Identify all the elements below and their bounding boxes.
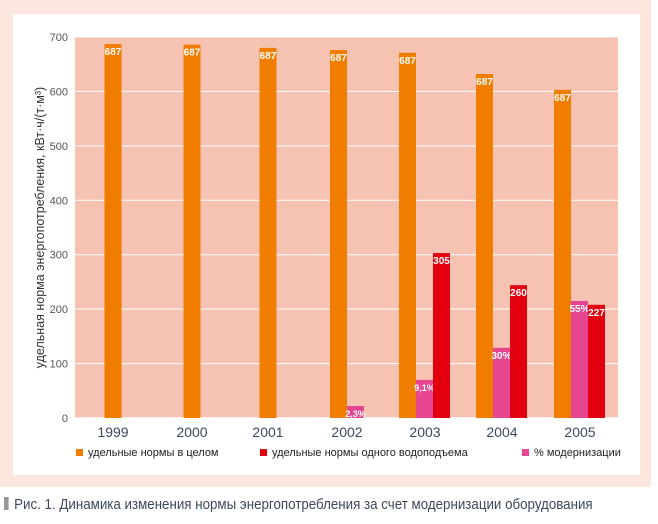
bar-total [476,74,493,419]
bar-chart: 0 100 200 300 400 500 600 700 удельная норма эне… [33,32,621,459]
data-label: 687 [399,56,416,67]
bar-total [399,52,416,418]
y-tick-label: 300 [50,250,68,262]
x-tick-label: 2001 [252,424,283,440]
bar-total [554,89,571,418]
y-tick-label: 500 [50,141,68,153]
data-label: 687 [105,47,122,58]
data-label: 2,3% [345,409,366,419]
bar-modern [347,406,364,418]
legend-swatch [260,449,267,456]
x-tick-label: 2004 [486,424,517,440]
x-tick-label: 2003 [409,424,440,440]
x-tick-label: 2000 [176,424,207,440]
x-tick-label: 2002 [331,424,362,440]
legend-swatch [76,449,83,456]
bar-modern [416,379,433,418]
y-axis-title: удельная норма энергопотребления, кВт·ч/… [33,87,47,368]
x-tick-label: 1999 [97,424,128,440]
bar-total [259,47,277,419]
caption-text: Рис. 1. Динамика изменения нормы энергоп… [14,497,593,513]
data-label: 687 [260,51,277,62]
data-label: 687 [476,77,493,88]
legend-swatch [522,449,529,456]
bar-total [104,44,122,418]
bar-single [588,304,605,418]
y-tick-label: 0 [62,413,68,425]
bar-total [183,44,201,419]
data-label: 687 [184,48,201,59]
data-label: 55% [569,304,589,315]
y-tick-label: 100 [50,359,68,371]
data-label: 227 [588,308,605,319]
bar-modern [571,300,588,418]
data-label: 687 [330,53,347,64]
data-label: 260 [510,288,527,299]
y-tick-label: 200 [50,304,68,316]
y-tick-label: 600 [50,86,68,98]
caption-marker [4,497,9,510]
x-tick-label: 2005 [564,424,595,440]
data-label: 30% [491,351,511,362]
data-label: 687 [554,93,571,104]
y-tick-label: 700 [50,32,68,44]
legend-label: удельные нормы одного водоподъема [272,447,469,459]
bar-modern [493,347,510,418]
figure-caption: Рис. 1. Динамика изменения нормы энергоп… [4,497,593,513]
bar-single [510,285,527,418]
y-tick-label: 400 [50,195,68,207]
bar-total [330,50,347,418]
bar-single [433,253,450,418]
legend-label: удельные нормы в целом [88,447,219,459]
data-label: 9,1% [414,383,435,393]
data-label: 305 [433,256,450,267]
legend-label: % модернизации [534,447,621,459]
